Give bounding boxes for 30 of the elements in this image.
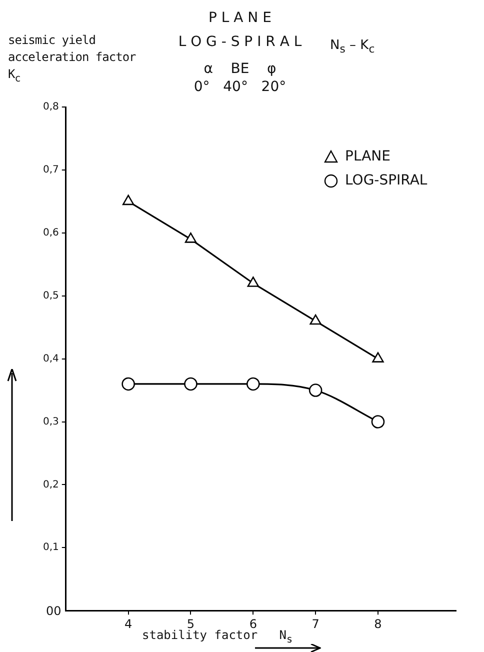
legend-label: PLANE — [345, 148, 390, 165]
chart-subtitle: α BE φ 0° 40° 20° — [192, 60, 288, 96]
y-tick-label: 0,5 — [42, 290, 59, 302]
point — [310, 314, 322, 325]
x-tick-label: 4 — [124, 616, 132, 631]
y-tick-label: 0,6 — [42, 227, 59, 238]
y-tick-label: 0,3 — [42, 416, 59, 428]
legend-label: LOG-SPIRAL — [345, 172, 428, 189]
y-tick-label: 0,4 — [42, 353, 59, 364]
x-tick-label: 6 — [249, 616, 257, 631]
x-tick-label: 7 — [312, 616, 320, 631]
x-axis-title: stability factor N$_{s}$ — [142, 628, 293, 646]
y-axis-title: seismic yield acceleration factor K$_{c}$ — [8, 32, 136, 86]
point — [308, 384, 322, 397]
point — [122, 377, 135, 391]
point — [246, 377, 260, 391]
point — [184, 377, 198, 391]
x-tick-label: 8 — [374, 616, 382, 631]
y-tick-label: 0,8 — [42, 102, 59, 113]
text: N$_{s}$ – K$_{c}$ — [330, 38, 375, 56]
y-tick-label: 0,1 — [42, 542, 59, 554]
point — [372, 352, 384, 362]
point — [122, 194, 134, 206]
point — [184, 232, 197, 243]
point — [371, 415, 385, 428]
y-tick-label: 0,2 — [42, 479, 59, 490]
text: 00 — [46, 604, 62, 618]
y-tick-label: 0,7 — [42, 164, 59, 176]
point — [247, 276, 259, 287]
x-tick-label: 5 — [186, 616, 195, 631]
